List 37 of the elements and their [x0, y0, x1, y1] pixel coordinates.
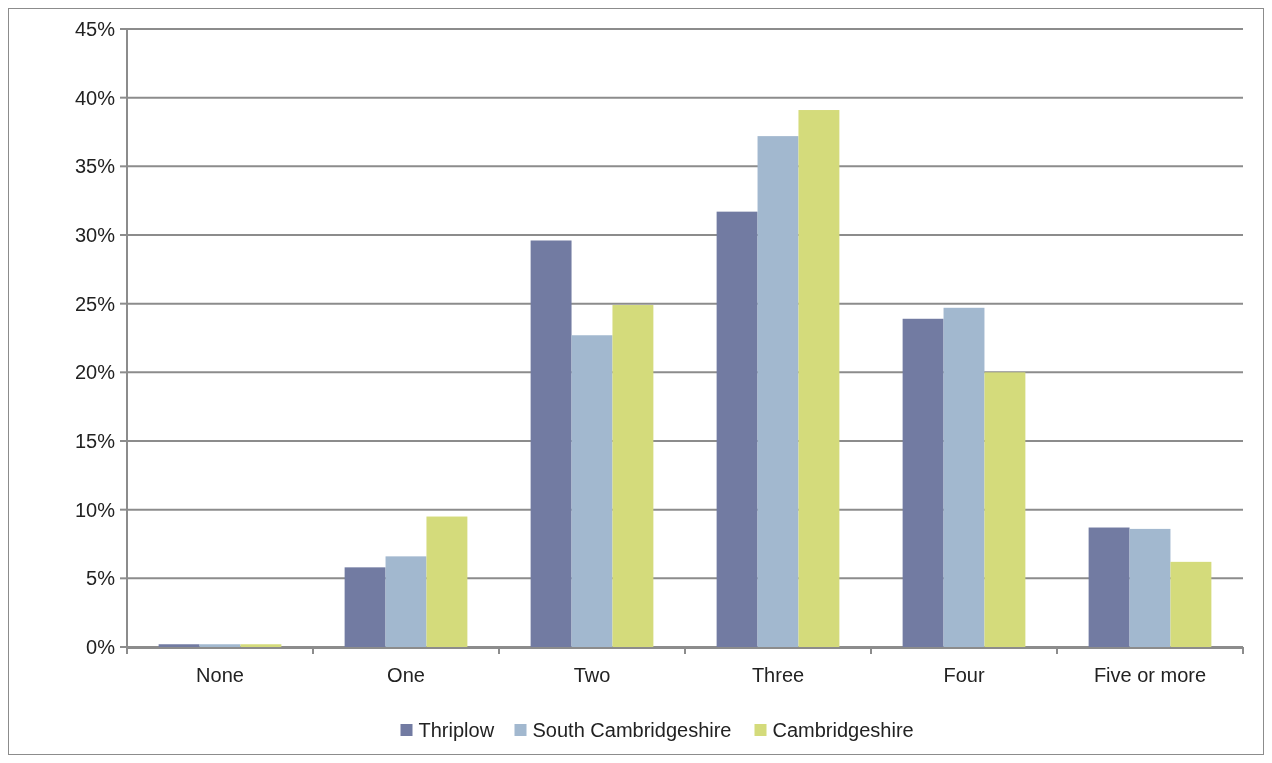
bar	[158, 644, 200, 647]
legend-label: South Cambridgeshire	[532, 719, 732, 741]
y-tick-label: 20%	[74, 361, 116, 384]
bar	[1129, 528, 1171, 647]
y-tick-label: 45%	[74, 18, 116, 40]
legend-label: Thriplow	[418, 719, 495, 741]
bar	[1170, 561, 1212, 647]
y-tick-label: 10%	[74, 498, 116, 521]
bar	[984, 372, 1026, 647]
bar	[716, 211, 758, 647]
y-tick-label: 5%	[86, 567, 116, 590]
bar	[199, 644, 241, 647]
bar	[530, 240, 572, 647]
y-tick-label: 0%	[86, 636, 116, 658]
bar	[757, 136, 799, 647]
bar	[1088, 527, 1130, 647]
bar	[798, 110, 840, 647]
y-tick-label: 30%	[74, 224, 116, 246]
y-tick-label: 15%	[74, 430, 116, 452]
x-tick-label: Four	[943, 664, 985, 686]
x-tick-label: Three	[751, 664, 805, 686]
y-tick-label: 25%	[74, 292, 116, 315]
bar	[612, 305, 654, 647]
y-tick-label: 40%	[74, 86, 116, 109]
bar	[385, 556, 427, 647]
x-tick-label: One	[387, 664, 425, 686]
x-tick-label: None	[196, 664, 244, 686]
bar	[571, 335, 613, 647]
legend-label: Cambridgeshire	[772, 719, 914, 741]
bar	[902, 318, 944, 647]
bar	[426, 516, 468, 647]
bar	[344, 567, 386, 647]
x-tick-label: Five or more	[1093, 664, 1207, 686]
y-tick-label: 35%	[74, 155, 116, 178]
bar	[240, 644, 282, 647]
x-tick-label: Two	[573, 664, 611, 686]
bar	[943, 307, 985, 647]
